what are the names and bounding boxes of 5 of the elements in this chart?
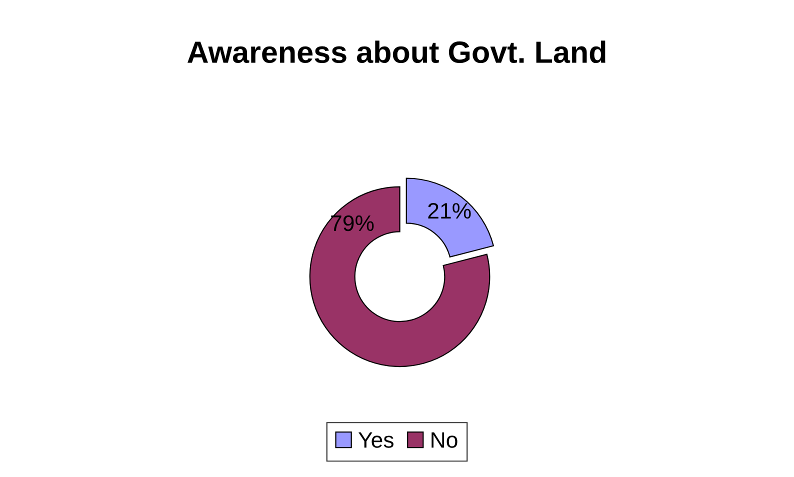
data-label: 21% bbox=[428, 202, 471, 219]
chart-title: Awareness about Govt. Land bbox=[188, 40, 606, 64]
legend-label: No bbox=[432, 432, 458, 448]
legend-label: Yes bbox=[358, 432, 394, 448]
data-label: 79% bbox=[331, 215, 374, 232]
